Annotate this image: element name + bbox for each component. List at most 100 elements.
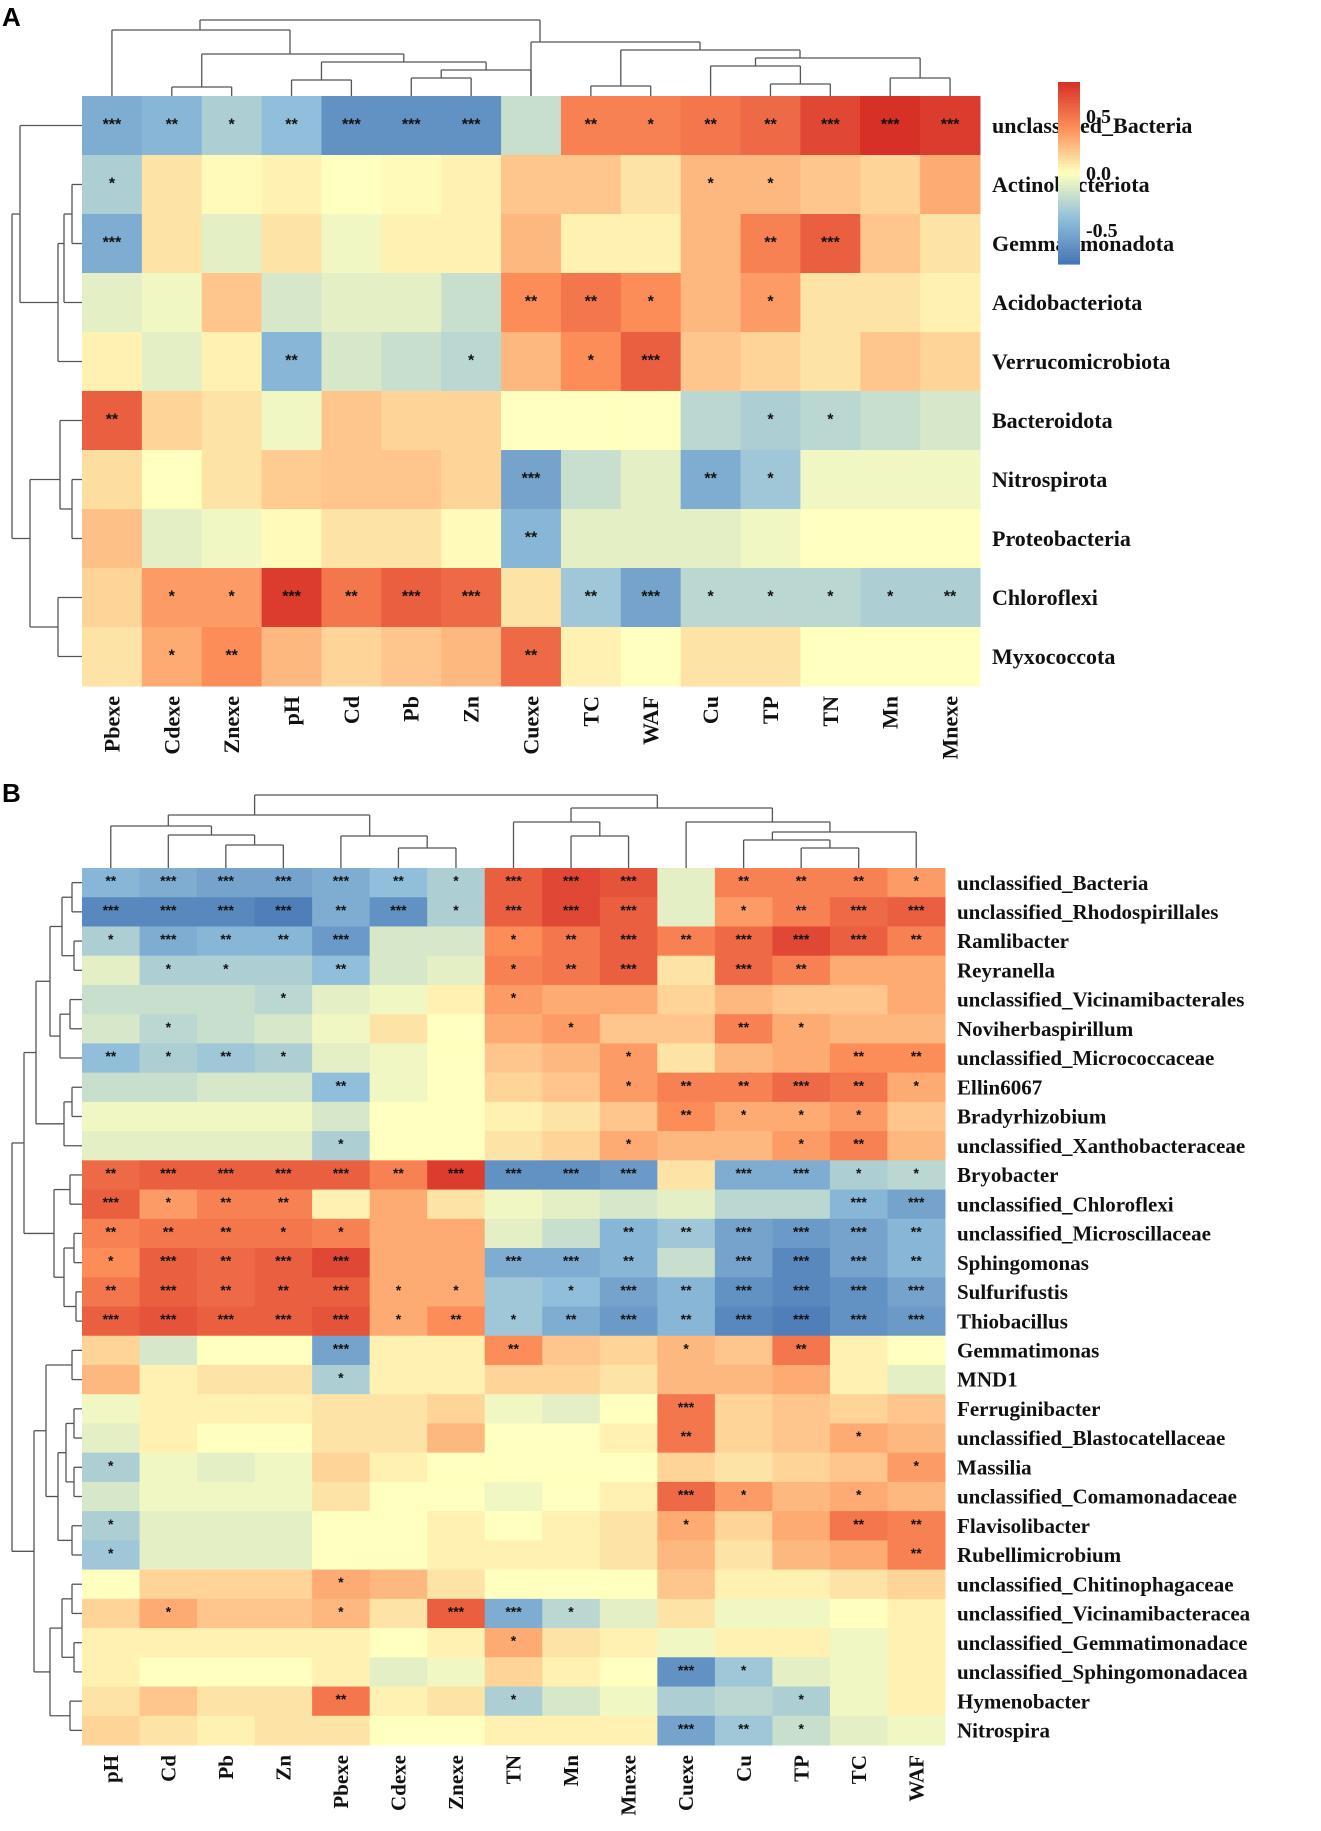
heatmap-cell <box>714 868 773 898</box>
legend-gradient-step <box>1058 127 1080 132</box>
heatmap-cell <box>542 1160 601 1191</box>
heatmap-cell <box>920 332 981 392</box>
heatmap-cell <box>887 1218 946 1249</box>
significance-mark: ** <box>220 1194 231 1210</box>
significance-mark: ** <box>911 1048 922 1064</box>
heatmap-cell <box>139 1189 198 1220</box>
significance-mark: * <box>229 117 236 134</box>
significance-mark: *** <box>793 1165 810 1181</box>
significance-mark: * <box>108 1545 114 1561</box>
heatmap-cell <box>680 391 742 451</box>
significance-mark: *** <box>620 1282 637 1298</box>
significance-mark: * <box>827 412 834 429</box>
heatmap-cell <box>657 1598 716 1629</box>
heatmap-cell <box>82 926 141 957</box>
heatmap-cell <box>680 627 742 687</box>
heatmap-cell <box>201 214 263 274</box>
heatmap-cell <box>772 1481 831 1512</box>
heatmap-cell <box>141 332 203 392</box>
heatmap-cell <box>657 1306 716 1337</box>
heatmap-cell <box>321 450 382 510</box>
heatmap-cell <box>680 96 742 156</box>
column-label: Cd <box>339 696 364 724</box>
significance-mark: ** <box>796 960 807 976</box>
column-label: Zn <box>459 696 484 723</box>
heatmap-cell <box>254 1511 313 1541</box>
heatmap-cell <box>887 955 946 986</box>
heatmap-cell <box>141 391 203 451</box>
heatmap-cell <box>542 1657 601 1688</box>
heatmap-cell <box>484 1160 543 1191</box>
heatmap-cell <box>201 450 263 510</box>
heatmap-cell <box>714 1335 773 1366</box>
significance-mark: * <box>626 1136 632 1152</box>
heatmap-cell <box>427 926 486 957</box>
significance-mark: *** <box>160 1282 177 1298</box>
row-label: unclassified_Vicinamibacterales <box>957 988 1244 1012</box>
heatmap-cell <box>887 1160 946 1191</box>
significance-mark: * <box>166 1019 172 1035</box>
heatmap-cell <box>201 627 263 687</box>
heatmap-cell <box>312 1540 371 1571</box>
heatmap-cell <box>139 1306 198 1337</box>
significance-mark: *** <box>563 873 580 889</box>
heatmap-cell <box>599 1452 658 1483</box>
heatmap-cell <box>657 1540 716 1571</box>
heatmap-cell <box>599 1657 658 1688</box>
significance-mark: * <box>453 1282 459 1298</box>
heatmap-cell <box>254 897 313 927</box>
legend-gradient-step <box>1058 224 1080 229</box>
legend-gradient-step <box>1058 121 1080 126</box>
significance-mark: ** <box>853 1048 864 1064</box>
significance-mark: ** <box>853 873 864 889</box>
heatmap-cell <box>657 868 716 898</box>
heatmap-cell <box>82 273 143 333</box>
heatmap-cell <box>484 1598 543 1629</box>
heatmap-cell <box>657 926 716 957</box>
heatmap-cell <box>312 1569 371 1600</box>
significance-mark: ** <box>585 589 598 606</box>
heatmap-cell <box>542 1248 601 1278</box>
heatmap-cell <box>321 568 382 628</box>
heatmap-cell <box>201 96 263 156</box>
significance-mark: *** <box>522 471 541 488</box>
heatmap-cell <box>312 1072 371 1103</box>
significance-mark: * <box>396 1282 402 1298</box>
column-label: Pbexe <box>329 1755 353 1809</box>
legend-gradient-step <box>1058 182 1080 186</box>
heatmap-cell <box>860 332 921 392</box>
heatmap-cell <box>484 1657 543 1688</box>
heatmap-cell <box>427 1540 486 1571</box>
heatmap-cell <box>599 1715 658 1746</box>
heatmap-cell <box>201 332 263 392</box>
heatmap-cell <box>82 1101 141 1132</box>
significance-mark: ** <box>393 1165 404 1181</box>
legend-gradient-step <box>1058 260 1080 265</box>
heatmap-cell <box>201 391 263 451</box>
heatmap-cell <box>254 1160 313 1191</box>
significance-mark: * <box>223 960 229 976</box>
significance-mark: * <box>914 873 920 889</box>
heatmap-cell <box>714 1452 773 1483</box>
significance-mark: *** <box>793 1223 810 1239</box>
heatmap-cell <box>197 1423 256 1454</box>
heatmap-cell <box>197 1715 256 1746</box>
significance-mark: ** <box>853 1077 864 1093</box>
heatmap-cell <box>82 1248 141 1278</box>
significance-mark: ** <box>566 960 577 976</box>
heatmap-cell <box>254 1043 313 1074</box>
heatmap-cell <box>542 1598 601 1629</box>
significance-mark: * <box>683 1516 689 1532</box>
significance-mark: *** <box>103 1311 120 1327</box>
significance-mark: ** <box>911 1223 922 1239</box>
significance-mark: * <box>914 1077 920 1093</box>
heatmap-cell <box>369 868 428 898</box>
significance-mark: ** <box>566 1311 577 1327</box>
legend-gradient-step <box>1058 91 1080 95</box>
heatmap-cell <box>197 926 256 957</box>
heatmap-cell <box>714 1569 773 1600</box>
heatmap-cell <box>772 1511 831 1541</box>
heatmap-cell <box>920 568 981 628</box>
significance-mark: ** <box>225 648 238 665</box>
heatmap-cell <box>860 391 921 451</box>
